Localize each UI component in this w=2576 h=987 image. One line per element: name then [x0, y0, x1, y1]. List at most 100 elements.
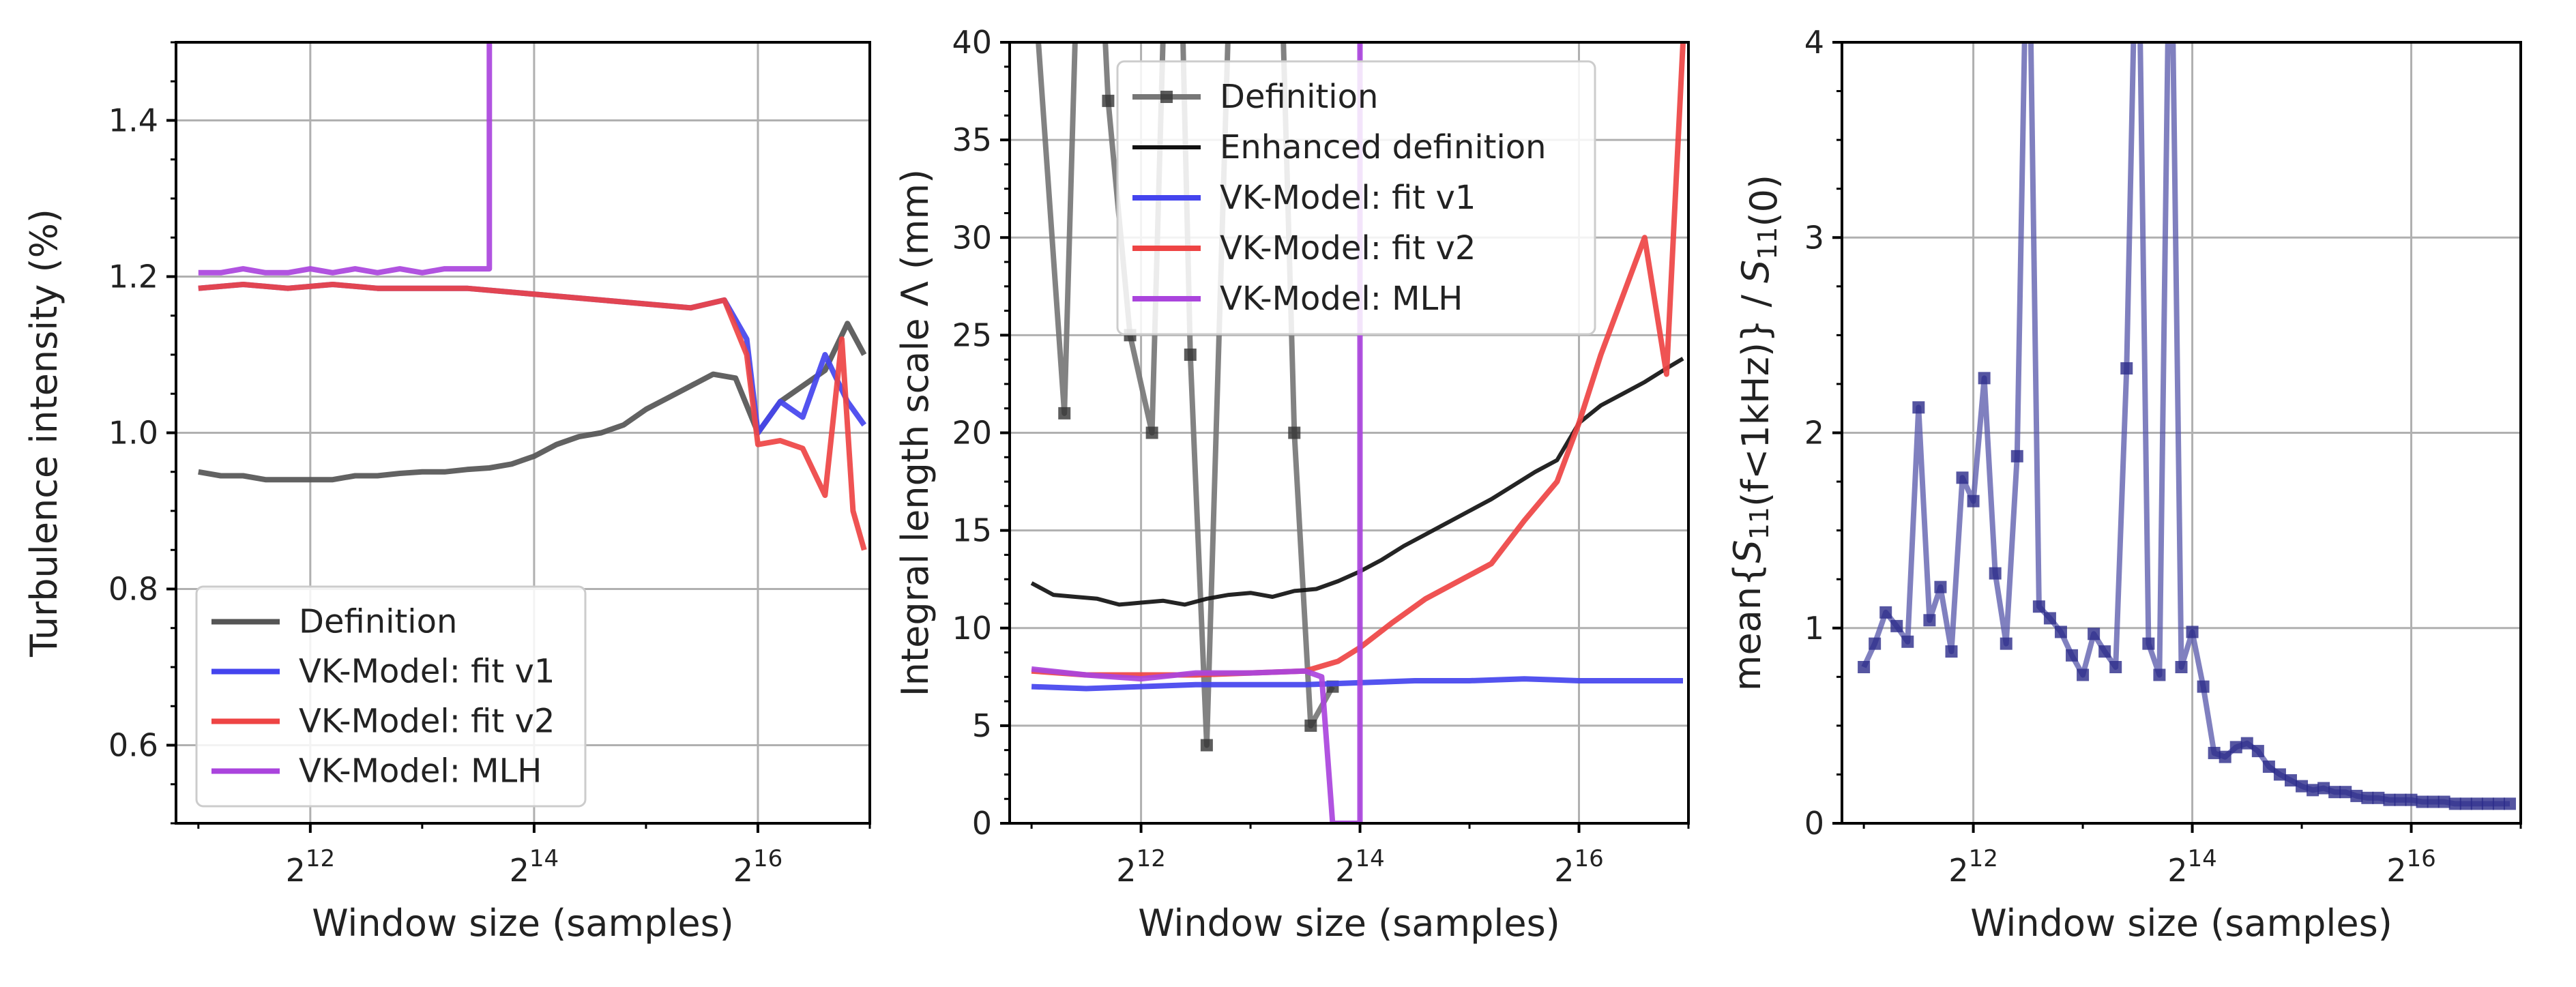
data-point-marker: [1879, 606, 1892, 619]
data-point-marker: [2361, 791, 2374, 804]
y-axis-label-part: mean{: [1726, 563, 1769, 692]
y-tick-label: 1.0: [108, 415, 158, 452]
y-axis-label-part: S: [1726, 540, 1769, 563]
data-point-marker: [2120, 362, 2133, 375]
y-tick-label: 1: [1804, 610, 1824, 647]
x-axis-label: Window size (samples): [312, 902, 734, 945]
y-tick-label: 4: [1804, 24, 1824, 61]
data-point-marker: [2175, 661, 2188, 673]
data-point-marker: [2240, 737, 2253, 750]
x-tick-label: 214: [510, 845, 559, 889]
x-tick-exponent: 12: [1969, 845, 1998, 872]
x-tick-exponent: 12: [306, 845, 335, 872]
data-point-marker: [2153, 668, 2166, 681]
x-axis-label: Window size (samples): [1970, 902, 2392, 945]
y-tick-label: 40: [952, 24, 992, 61]
data-point-marker: [1288, 426, 1301, 439]
y-tick-label: 0: [1804, 805, 1824, 842]
data-point-marker: [2088, 628, 2101, 640]
series-group: [198, 42, 867, 551]
x-tick-label: 212: [1948, 845, 1998, 889]
x-tick-label: 212: [1116, 845, 1166, 889]
data-point-marker: [2317, 782, 2330, 795]
x-tick-exponent: 14: [529, 845, 559, 872]
data-point-marker: [1945, 645, 1958, 658]
data-point-marker: [2077, 668, 2090, 681]
legend-entry-label: Definition: [299, 603, 457, 641]
x-tick-exponent: 14: [2188, 845, 2217, 872]
x-tick-exponent: 16: [753, 845, 782, 872]
series-line-vk-model-fit-v2: [198, 282, 867, 551]
data-point-marker: [1978, 372, 1991, 385]
y-tick-label: 1.2: [108, 259, 158, 295]
x-tick-exponent: 16: [2407, 845, 2436, 872]
x-tick-label: 212: [286, 845, 336, 889]
data-point-marker: [2186, 625, 2199, 638]
data-point-marker: [2229, 741, 2242, 754]
legend-entry-label: Enhanced definition: [1220, 128, 1547, 166]
data-point-marker: [1934, 580, 1947, 593]
y-tick-label: 1.4: [108, 102, 158, 139]
data-point-marker: [2054, 625, 2067, 638]
y-tick-label: 5: [972, 707, 992, 744]
data-point-marker: [2481, 797, 2494, 810]
data-point-marker: [2328, 786, 2341, 799]
data-point-marker: [2262, 760, 2275, 773]
legend: Definition Enhanced definition VK-Model: f…: [1116, 60, 1596, 336]
data-point-marker: [1923, 614, 1936, 627]
data-point-marker: [2503, 797, 2516, 810]
legend-entry-label: VK-Model: MLH: [299, 752, 542, 791]
legend-entry-label: VK-Model: MLH: [1220, 280, 1463, 318]
data-point-marker: [1304, 719, 1317, 732]
data-point-marker: [1858, 661, 1871, 673]
y-axis-label-part: 11: [1753, 226, 1783, 259]
y-tick-label: 2: [1804, 415, 1824, 452]
data-point-marker: [2251, 745, 2264, 758]
y-tick-label: 25: [952, 316, 992, 353]
data-point-marker: [2208, 746, 2221, 759]
data-point-marker: [2109, 661, 2122, 673]
legend-box: [195, 585, 587, 808]
data-point-marker: [2273, 768, 2286, 781]
legend-entry-label: VK-Model: fit v2: [1220, 229, 1476, 267]
x-tick-label: 216: [2386, 845, 2436, 889]
series-line-vk-model-mlh: [198, 42, 493, 276]
x-tick-label: 214: [1335, 845, 1385, 889]
panel-1: 212 214 216 0.6 0.8 1.0 1.2 1.4 Window size (sam…: [23, 41, 871, 945]
data-point-marker: [2284, 774, 2297, 787]
data-point-marker: [2032, 600, 2045, 613]
legend-entry-label: Definition: [1220, 78, 1378, 116]
data-point-marker: [2416, 795, 2429, 808]
y-axis-label-part: S: [1734, 260, 1777, 283]
legend-entry-label: VK-Model: fit v1: [1220, 179, 1476, 217]
data-point-marker: [1200, 739, 1213, 752]
x-tick-label: 216: [733, 845, 783, 889]
y-tick-label: 30: [952, 219, 992, 256]
data-point-marker: [1989, 567, 2002, 580]
legend-marker: [1160, 91, 1173, 103]
y-tick-label: 35: [952, 121, 992, 158]
data-point-marker: [2448, 797, 2461, 810]
x-tick-label: 214: [2167, 845, 2217, 889]
y-tick-label: 0.6: [108, 727, 158, 764]
y-tick-label: 0.8: [108, 571, 158, 608]
data-point-marker: [1901, 635, 1914, 648]
series-line-vk-model-fit-v1: [198, 282, 867, 436]
data-point-marker: [2459, 797, 2472, 810]
legend-entry-label: VK-Model: fit v1: [299, 653, 555, 691]
data-point-marker: [2043, 612, 2056, 625]
data-point-marker: [2405, 793, 2418, 806]
data-point-marker: [2010, 450, 2023, 462]
data-point-marker: [1102, 94, 1115, 107]
data-point-marker: [1184, 349, 1197, 361]
series-line-ratio: [1861, 42, 2510, 807]
data-point-marker: [1912, 401, 1925, 414]
data-point-marker: [2470, 797, 2483, 810]
y-tick-label: 3: [1804, 219, 1824, 256]
series-line-definition: [198, 321, 867, 483]
y-axis-label: mean{S11(f<1kHz)} / S11(0): [1726, 175, 1785, 691]
y-axis-label-part: (0): [1742, 175, 1785, 227]
data-point-marker: [1058, 407, 1071, 419]
